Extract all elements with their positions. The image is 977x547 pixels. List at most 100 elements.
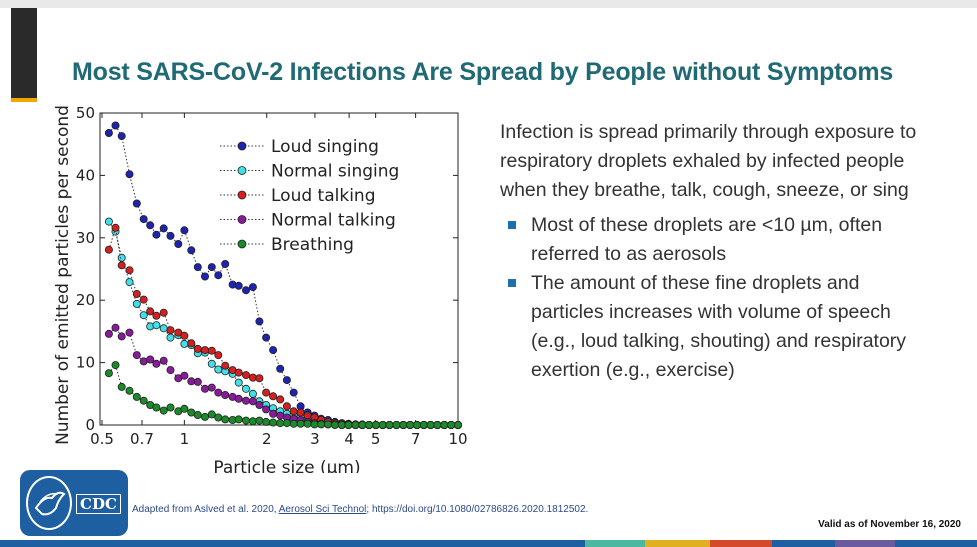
data-point	[117, 382, 126, 391]
valid-date: Valid as of November 16, 2020	[818, 519, 961, 530]
data-point	[378, 420, 387, 429]
data-point	[104, 369, 113, 378]
legend-label: Loud talking	[271, 186, 375, 206]
data-point	[132, 199, 141, 208]
data-point	[104, 245, 113, 254]
citation: Adapted from Aslved et al. 2020, Aerosol…	[132, 504, 588, 515]
data-point	[221, 390, 230, 399]
data-point	[296, 419, 305, 428]
data-point	[255, 400, 264, 409]
legend-entry: Loud singing	[220, 137, 379, 157]
data-point	[159, 356, 168, 365]
plot-frame	[99, 112, 459, 426]
data-point	[276, 411, 285, 420]
data-point	[193, 410, 202, 419]
data-point	[139, 396, 148, 405]
left-accent-bar	[11, 8, 37, 98]
cdc-logo: CDC	[20, 470, 128, 536]
data-point	[221, 259, 230, 268]
data-point	[152, 359, 161, 368]
footer-color-bar	[0, 540, 977, 547]
y-axis-label: Number of emitted particles per second	[53, 105, 73, 445]
data-point	[330, 420, 339, 429]
data-point	[139, 357, 148, 366]
data-point	[152, 311, 161, 320]
data-point	[152, 321, 161, 330]
data-point	[426, 420, 435, 429]
footer-segment	[835, 540, 895, 547]
data-point	[447, 420, 456, 429]
x-tick-label: 1	[180, 430, 190, 448]
data-point	[187, 377, 196, 386]
data-point	[193, 263, 202, 272]
data-point	[269, 409, 278, 418]
bullet-square-icon	[508, 221, 516, 229]
data-point	[166, 231, 175, 240]
data-point	[132, 392, 141, 401]
data-point	[111, 323, 120, 332]
slide: Most SARS-CoV-2 Infections Are Spread by…	[0, 8, 977, 547]
data-point	[269, 392, 278, 401]
data-point	[412, 420, 421, 429]
data-point	[180, 331, 189, 340]
x-tick-label: 4	[344, 430, 354, 448]
footer-segment	[710, 540, 772, 547]
data-point	[337, 420, 346, 429]
legend-marker	[237, 141, 247, 151]
x-tick-label: 2	[262, 430, 272, 448]
data-point	[214, 351, 223, 360]
data-point	[262, 333, 271, 342]
data-point	[255, 416, 264, 425]
legend-label: Loud singing	[271, 137, 379, 157]
data-point	[255, 374, 264, 383]
y-tick-label: 50	[76, 104, 95, 122]
y-tick-label: 40	[76, 166, 95, 184]
x-tick-label: 0.7	[130, 430, 154, 448]
legend-entry: Loud talking	[220, 186, 375, 206]
data-point	[125, 266, 134, 275]
data-point	[269, 418, 278, 427]
data-point	[207, 410, 216, 419]
legend-marker	[237, 166, 247, 175]
data-point	[193, 344, 202, 353]
data-point	[166, 366, 175, 375]
data-point	[269, 346, 278, 355]
footer-segment	[895, 540, 977, 547]
data-point	[132, 299, 141, 308]
data-point	[241, 371, 250, 380]
data-point	[180, 339, 189, 348]
x-tick-label: 5	[371, 430, 381, 448]
data-point	[146, 307, 155, 316]
data-point	[289, 419, 298, 428]
data-point	[132, 351, 141, 360]
data-point	[180, 371, 189, 380]
data-point	[262, 405, 271, 414]
data-point	[433, 420, 442, 429]
data-point	[371, 420, 380, 429]
data-point	[200, 412, 209, 421]
data-point	[125, 328, 134, 337]
particle-emission-chart: 0.5 0.7 1 2 3 4 5 7 10 0 10 20 30 40 50 Loud singing No…	[53, 104, 468, 473]
data-point	[310, 420, 319, 429]
data-point	[117, 332, 126, 341]
data-point	[241, 396, 250, 405]
data-point	[152, 230, 161, 239]
citation-suffix: ; https://doi.org/10.1080/02786826.2020.…	[366, 504, 589, 515]
data-point	[276, 395, 285, 404]
data-point	[117, 253, 126, 262]
data-point	[187, 246, 196, 255]
data-point	[159, 224, 168, 233]
bullet-text: Most of these droplets are <10 µm, often…	[531, 214, 883, 265]
citation-journal-link[interactable]: Aerosol Sci Technol	[278, 504, 367, 515]
data-point	[111, 223, 120, 232]
data-point	[234, 368, 243, 377]
data-point	[200, 346, 209, 355]
data-point	[200, 384, 209, 393]
data-point	[276, 364, 285, 373]
data-point	[276, 419, 285, 428]
data-point	[241, 384, 250, 393]
x-tick-label: 7	[411, 430, 421, 448]
data-point	[104, 128, 113, 137]
data-point	[214, 413, 223, 422]
data-point	[214, 365, 223, 374]
